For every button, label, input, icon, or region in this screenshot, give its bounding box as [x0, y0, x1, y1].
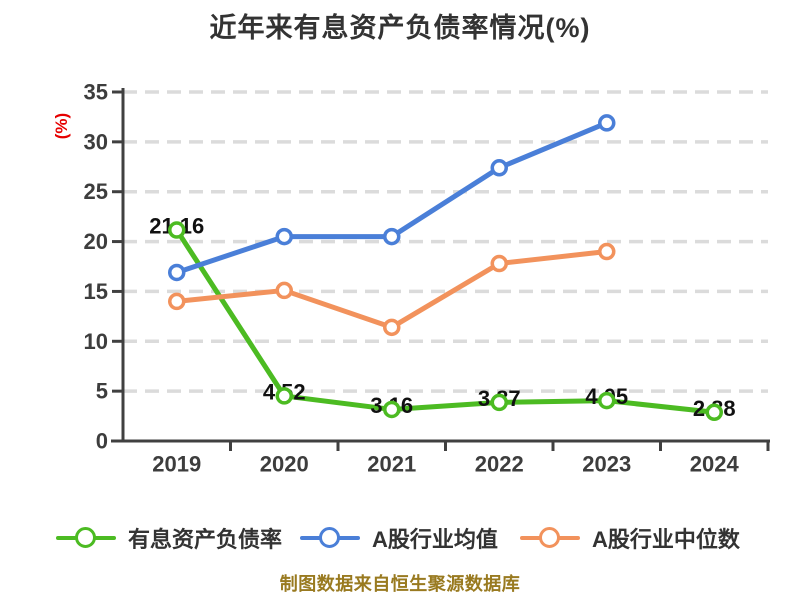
x-tick-label: 2019 — [152, 452, 201, 477]
legend-label: A股行业中位数 — [592, 527, 740, 552]
legend-dot-icon — [539, 527, 560, 548]
data-source-note: 制图数据来自恒生聚源数据库 — [279, 574, 521, 594]
chart-title: 近年来有息资产负债率情况(%) — [209, 13, 591, 43]
y-tick-label: 20 — [84, 229, 108, 254]
data-point-marker — [383, 227, 401, 246]
data-point-marker — [705, 403, 723, 422]
data-point-marker — [168, 221, 186, 239]
data-point-marker — [383, 318, 401, 337]
data-point-marker — [490, 254, 508, 273]
x-tick-label: 2024 — [690, 452, 740, 477]
data-point-marker — [490, 393, 508, 412]
legend-dot-icon — [319, 527, 340, 548]
legend-label: 有息资产负债率 — [128, 527, 283, 552]
chart-legend: 有息资产负债率 A股行业均值 A股行业中位数 — [0, 519, 800, 557]
x-tick-label: 2022 — [475, 452, 524, 477]
series-line-2 — [174, 249, 610, 330]
legend-item-a-share-industry-median[interactable]: A股行业中位数 — [520, 519, 740, 557]
x-tick-label: 2020 — [260, 452, 309, 477]
y-tick-label: 5 — [96, 379, 108, 404]
legend-marker-orange — [520, 525, 580, 551]
y-tick-label: 15 — [84, 279, 108, 304]
y-tick-label: 25 — [84, 179, 108, 204]
legend-dot-icon — [75, 527, 96, 548]
y-tick-label: 30 — [84, 129, 108, 154]
x-tick-label: 2023 — [582, 452, 631, 477]
data-point-marker — [275, 227, 293, 246]
legend-item-a-share-industry-mean[interactable]: A股行业均值 — [300, 519, 498, 557]
y-tick-label: 0 — [96, 429, 108, 454]
legend-marker-green — [56, 525, 116, 551]
x-tick-label: 2021 — [367, 452, 416, 477]
data-point-marker — [168, 292, 186, 311]
data-point-marker — [598, 391, 616, 410]
y-tick-label: 35 — [84, 80, 108, 105]
data-point-marker — [490, 159, 508, 177]
data-point-marker — [275, 281, 293, 300]
legend-item-interest-bearing-ratio[interactable]: 有息资产负债率 — [56, 519, 282, 557]
y-tick-label: 10 — [84, 329, 108, 354]
data-point-marker — [598, 242, 616, 261]
data-point-marker — [275, 387, 293, 405]
legend-label: A股行业均值 — [372, 527, 498, 552]
series-line-1 — [174, 120, 610, 275]
legend-marker-blue — [300, 525, 360, 551]
series-line-0 — [174, 227, 717, 415]
data-point-marker — [383, 400, 401, 419]
data-point-marker — [168, 263, 186, 282]
data-point-marker — [598, 114, 616, 132]
